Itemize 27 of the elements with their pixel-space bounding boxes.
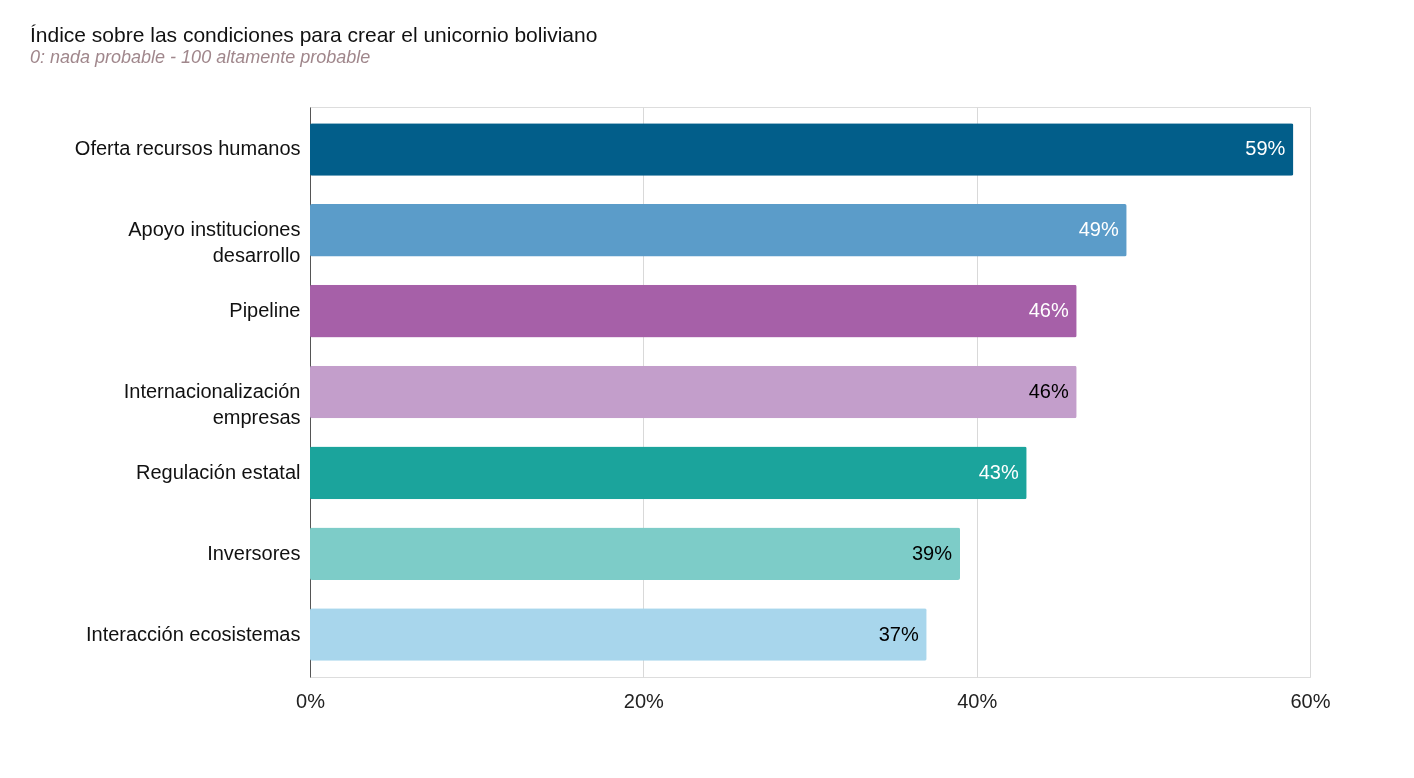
x-tick-label: 60%: [1290, 689, 1331, 712]
chart-subtitle: 0: nada probable - 100 altamente probable: [30, 47, 371, 67]
bar: [310, 204, 1127, 257]
data-label: 43%: [978, 460, 1019, 483]
data-label: 37%: [878, 622, 919, 645]
data-label: 49%: [1078, 218, 1119, 241]
y-tick-label: Pipeline: [229, 299, 301, 322]
x-tick-label: 0%: [296, 689, 326, 712]
y-tick-label: Apoyo instituciones desarrollo: [128, 218, 301, 267]
y-tick-label: Regulación estatal: [135, 460, 301, 483]
data-label: 59%: [1245, 137, 1286, 160]
y-tick-label: Internacionalización empresas: [123, 380, 301, 428]
y-tick-label: Interacción ecosistemas: [85, 622, 301, 645]
chart-title: Índice sobre las condiciones para crear el unicornio boliviano: [30, 23, 598, 46]
y-tick-label: Oferta recursos humanos: [74, 137, 301, 160]
bar: [310, 608, 927, 661]
bar: [310, 123, 1294, 176]
x-tick-label: 20%: [623, 689, 665, 712]
bar: [310, 527, 960, 580]
data-label: 46%: [1028, 380, 1069, 402]
bar: [310, 365, 1077, 419]
bar: [310, 284, 1077, 338]
bar: [310, 446, 1027, 500]
x-tick-label: 40%: [957, 689, 998, 712]
data-label: 39%: [911, 541, 953, 564]
data-label: 46%: [1028, 299, 1069, 322]
y-tick-label: Inversores: [207, 541, 301, 564]
